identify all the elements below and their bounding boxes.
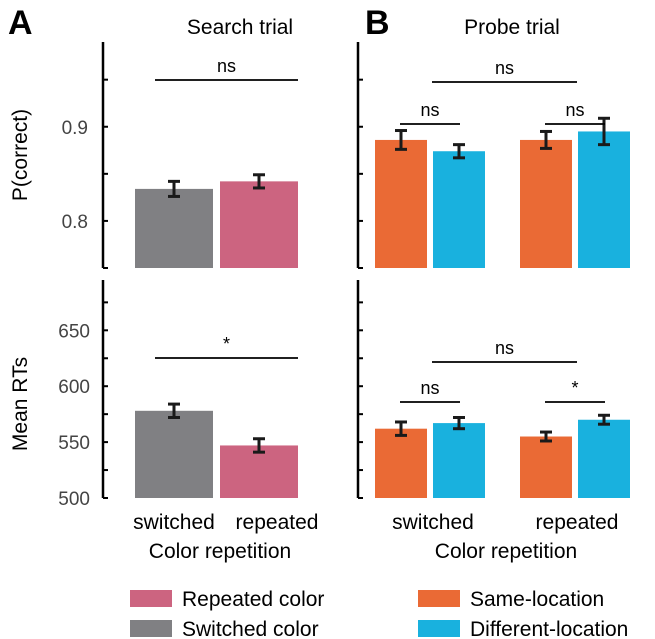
panel-b-acc-bar-repeated-0 xyxy=(520,139,572,268)
panel-b-rt-bar-repeated-0-errorbar xyxy=(540,430,552,443)
panel-b-acc-bar-switched-0-errorbar xyxy=(395,129,407,151)
panel-b-x-axis-label: Color repetition xyxy=(435,540,577,563)
panel-b-rt-bar-switched-0-errorbar xyxy=(395,420,407,437)
panel-b-rt-sig-switched-label: ns xyxy=(420,378,439,398)
legend-label: Different-location xyxy=(470,618,628,639)
legend-swatch xyxy=(130,620,172,637)
panel-letter-a: A xyxy=(8,4,33,42)
panel-b-acc-bar-switched-0 xyxy=(375,139,427,268)
panel-a-rt-bar-repeated xyxy=(220,445,298,498)
panel-a-rt-bar-repeated-errorbar xyxy=(253,437,265,454)
panel-b-acc-bar-repeated-1 xyxy=(578,131,630,268)
acc-tick-label: 0.8 xyxy=(62,212,88,233)
panel-b-cat-repeated: repeated xyxy=(536,511,619,534)
panel-a-acc-bar-repeated-errorbar xyxy=(253,173,265,190)
panel-b-acc-sig-repeated-label: ns xyxy=(565,100,584,120)
rt-tick-label: 600 xyxy=(58,377,90,398)
rt-tick-label: 550 xyxy=(58,433,90,454)
legend-label: Same-location xyxy=(470,588,604,611)
panel-a-x-axis-label: Color repetition xyxy=(149,540,291,563)
legend-label: Switched color xyxy=(182,618,319,639)
panel-a-rt-bar-switched-errorbar xyxy=(168,402,180,420)
panel-letter-b: B xyxy=(365,4,390,42)
panel-a-rt-bar-switched xyxy=(135,410,213,498)
panel-a-title: Search trial xyxy=(187,16,293,39)
panel-a-cat-switched: switched xyxy=(133,511,215,534)
panel-b-rt-sig-between-label: ns xyxy=(495,338,514,358)
panel-b-rt-bar-switched-0 xyxy=(375,428,427,498)
panel-a-acc-bar-switched xyxy=(135,188,213,268)
acc-tick-label: 0.9 xyxy=(62,118,88,139)
rt-tick-label: 650 xyxy=(58,321,90,342)
panel-b-acc-bar-switched-1 xyxy=(433,151,485,268)
panel-b-rt-bar-switched-1-errorbar xyxy=(453,416,465,431)
rt-tick-label: 500 xyxy=(58,489,90,510)
panel-b-rt-bar-switched-1 xyxy=(433,423,485,498)
panel-a-acc-bar-repeated xyxy=(220,181,298,268)
panel-b-rt-bar-repeated-0 xyxy=(520,436,572,498)
panel-b-cat-switched: switched xyxy=(392,511,474,534)
panel-a-cat-repeated: repeated xyxy=(236,511,319,534)
acc-y-axis-label: P(correct) xyxy=(9,109,32,201)
panel-a-rt-sig-label: * xyxy=(223,334,230,354)
panel-b-rt-bar-repeated-1 xyxy=(578,419,630,498)
panel-b-acc-bar-repeated-0-errorbar xyxy=(540,129,552,150)
legend-swatch xyxy=(418,590,460,607)
panel-b-acc-sig-between-label: ns xyxy=(495,58,514,78)
panel-b-title: Probe trial xyxy=(464,16,560,39)
rt-y-axis-label: Mean RTs xyxy=(9,357,32,451)
legend-swatch xyxy=(418,620,460,637)
panel-b-acc-bar-switched-1-errorbar xyxy=(453,143,465,160)
panel-b-rt-bar-repeated-1-errorbar xyxy=(598,413,610,426)
panel-a-acc-sig-label: ns xyxy=(217,56,236,76)
panel-b-rt-sig-repeated-label: * xyxy=(571,378,578,398)
panel-b-acc-bar-repeated-1-errorbar xyxy=(598,116,610,147)
panel-b-acc-sig-switched-label: ns xyxy=(420,100,439,120)
panel-a-acc-bar-switched-errorbar xyxy=(168,179,180,198)
legend-swatch xyxy=(130,590,172,607)
legend-label: Repeated color xyxy=(182,588,324,611)
